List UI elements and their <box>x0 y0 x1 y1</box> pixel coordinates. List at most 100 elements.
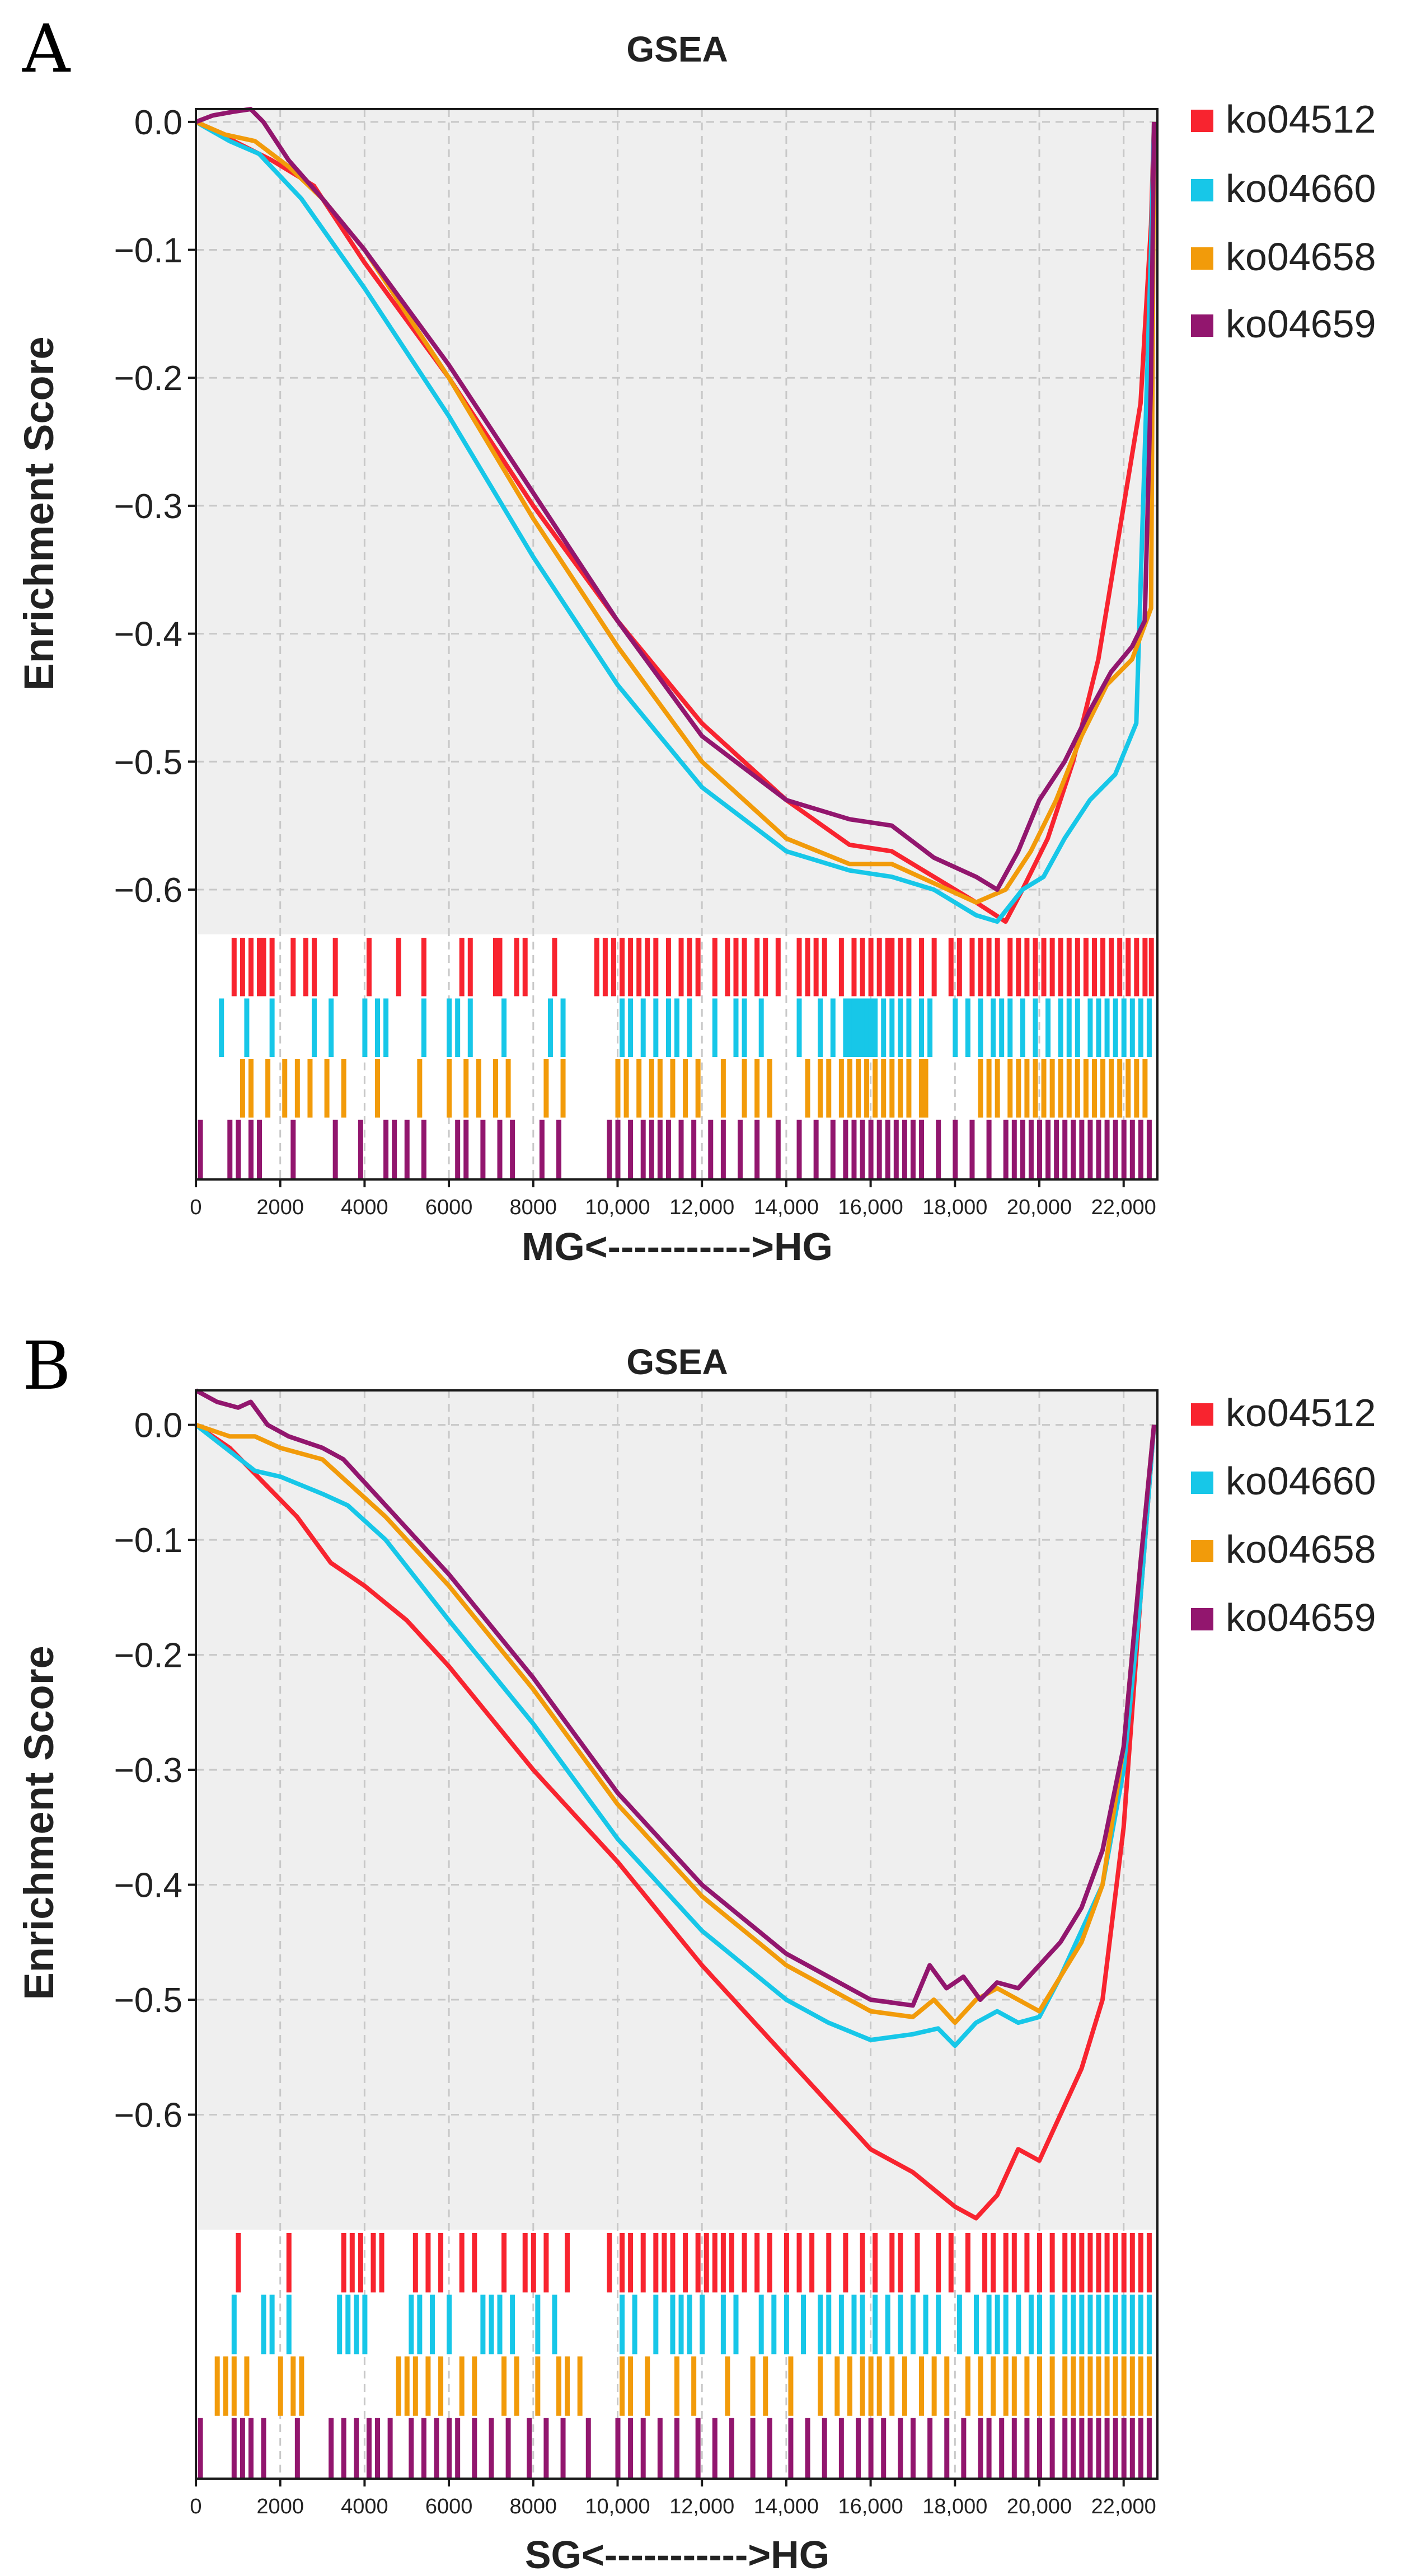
panel-a-hit-ko04512-7 <box>303 938 308 996</box>
panel-b-hit-ko04660-45 <box>995 2295 1000 2354</box>
panel-b-hit-ko04512-22 <box>662 2233 667 2293</box>
panel-a-hit-ko04658-48 <box>1024 1059 1030 1118</box>
panel-a-hit-ko04512-63 <box>1033 938 1038 996</box>
panel-a-hit-ko04660-60 <box>1129 998 1135 1057</box>
panel-a-hit-ko04512-75 <box>1134 938 1139 996</box>
panel-b-hit-ko04512-58 <box>1104 2233 1110 2293</box>
panel-b-hit-ko04660-8 <box>409 2295 414 2354</box>
panel-a-hit-ko04658-8 <box>375 1059 381 1118</box>
panel-a-hit-ko04659-51 <box>1011 1120 1017 1178</box>
panel-a-hit-ko04512-35 <box>742 938 747 996</box>
panel-b-hit-ko04658-52 <box>1096 2356 1101 2416</box>
panel-a-hit-ko04512-10 <box>366 938 372 996</box>
panel-a-hit-ko04658-24 <box>695 1059 701 1118</box>
panel-a-hit-ko04658-33 <box>847 1059 852 1118</box>
panel-b-hit-ko04658-17 <box>556 2356 562 2416</box>
panel-a-hit-ko04512-16 <box>497 938 503 996</box>
panel-a-hit-ko04658-20 <box>649 1059 654 1118</box>
panel-a-hit-ko04660-22 <box>712 998 717 1057</box>
panel-b-hit-ko04660-50 <box>1049 2295 1055 2354</box>
panel-b-hit-ko04660-0 <box>231 2295 237 2354</box>
panel-a-hit-ko04660-31 <box>851 998 857 1057</box>
panel-b-legend-item-ko04659: ko04659 <box>1191 1596 1376 1639</box>
panel-b-hit-ko04658-15 <box>514 2356 519 2416</box>
panel-a-hit-ko04659-17 <box>539 1120 545 1178</box>
panel-b-hit-ko04512-9 <box>438 2233 444 2293</box>
panel-b-hit-ko04659-27 <box>657 2418 663 2478</box>
panel-b-hit-ko04660-15 <box>510 2295 515 2354</box>
panel-b-hit-ko04660-13 <box>489 2295 494 2354</box>
panel-a-hit-ko04660-13 <box>547 998 553 1057</box>
panel-b-hit-ko04658-16 <box>535 2356 541 2416</box>
panel-b-hit-ko04658-22 <box>645 2356 650 2416</box>
panel-a-hit-ko04659-5 <box>290 1120 296 1178</box>
panel-b-hit-ko04512-39 <box>873 2233 878 2293</box>
panel-b-hit-ko04512-19 <box>628 2233 634 2293</box>
panel-a-hit-ko04658-56 <box>1091 1059 1097 1118</box>
panel-b-hit-ko04659-18 <box>489 2418 494 2478</box>
panel-b-hit-ko04658-46 <box>1037 2356 1043 2416</box>
panel-a-plot-background <box>196 109 1157 934</box>
panel-a-hit-ko04512-67 <box>1066 938 1072 996</box>
panel-a-hit-ko04660-37 <box>881 998 887 1057</box>
panel-a-x-tick-label-10: 20,000 <box>1007 1196 1072 1219</box>
panel-a-x-tick-label-3: 6000 <box>425 1196 473 1219</box>
panel-a-legend-label-ko04512: ko04512 <box>1226 97 1376 141</box>
panel-b-hit-ko04660-54 <box>1087 2295 1093 2354</box>
panel-a-hit-ko04659-24 <box>657 1120 663 1178</box>
panel-b-hit-ko04659-28 <box>674 2418 679 2478</box>
panel-b-hit-ko04659-50 <box>1024 2418 1030 2478</box>
panel-b-hit-ko04659-32 <box>750 2418 756 2478</box>
panel-b-hit-ko04660-6 <box>354 2295 359 2354</box>
panel-a-hit-ko04659-55 <box>1045 1120 1051 1178</box>
panel-b-hit-ko04658-53 <box>1104 2356 1110 2416</box>
panel-a-hit-ko04658-57 <box>1100 1059 1106 1118</box>
panel-b-hit-ko04512-10 <box>459 2233 465 2293</box>
panel-a-hit-ko04658-54 <box>1075 1059 1080 1118</box>
panel-b-legend: ko04512 ko04660 ko04658 ko04659 <box>1191 1391 1376 1639</box>
panel-b-x-tick-label-9: 18,000 <box>922 2495 987 2518</box>
panel-a-hit-ko04658-7 <box>341 1059 346 1118</box>
panel-b-hit-ko04512-57 <box>1096 2233 1101 2293</box>
panel-b-hit-ko04658-58 <box>1146 2356 1152 2416</box>
panel-b-hit-ko04512-28 <box>720 2233 726 2293</box>
panel-b-hit-ko04659-46 <box>978 2418 983 2478</box>
panel-b-hit-ko04659-40 <box>881 2418 887 2478</box>
panel-b-hit-ko04659-29 <box>695 2418 701 2478</box>
panel-a-hit-ko04512-32 <box>712 938 717 996</box>
panel-a-hit-ko04660-57 <box>1104 998 1110 1057</box>
panel-a-hit-ko04660-30 <box>847 998 852 1057</box>
panel-a-hit-ko04659-23 <box>649 1120 654 1178</box>
panel-a-hit-ko04660-46 <box>991 998 996 1057</box>
panel-b-hit-ko04512-21 <box>653 2233 659 2293</box>
panel-a-hit-ko04659-41 <box>885 1120 890 1178</box>
panel-b-hit-ko04512-34 <box>796 2233 802 2293</box>
panel-b-x-tick-label-0: 0 <box>190 2495 201 2518</box>
panel-b-hit-ko04512-33 <box>784 2233 789 2293</box>
panel-a-x-axis-label: MG<----------->HG <box>522 1225 833 1268</box>
panel-a-y-tick-label-2: −0.2 <box>114 359 182 398</box>
panel-a-hit-ko04658-18 <box>623 1059 629 1118</box>
panel-b-hit-ko04659-17 <box>472 2418 477 2478</box>
panel-b-hit-ko04659-56 <box>1087 2418 1093 2478</box>
panel-b-hit-ko04660-57 <box>1113 2295 1118 2354</box>
panel-b-hit-ko04659-24 <box>615 2418 621 2478</box>
panel-b-hit-ko04659-37 <box>838 2418 844 2478</box>
panel-a-hit-ko04658-9 <box>417 1059 423 1118</box>
panel-b-hit-ko04512-5 <box>371 2233 376 2293</box>
panel-b-hit-ko04512-17 <box>607 2233 612 2293</box>
panel-a-hit-ko04658-0 <box>240 1059 245 1118</box>
panel-a-hit-ko04658-13 <box>493 1059 498 1118</box>
panel-a-hit-ko04512-8 <box>311 938 317 996</box>
panel-a-hit-ko04512-53 <box>931 938 937 996</box>
panel-a-hit-ko04512-37 <box>763 938 768 996</box>
panel-a-hit-ko04658-37 <box>881 1059 887 1118</box>
panel-b-hit-ko04660-51 <box>1062 2295 1068 2354</box>
panel-a-legend-item-ko04512: ko04512 <box>1191 97 1376 141</box>
panel-a-hit-ko04512-40 <box>805 938 810 996</box>
panel-b-hit-ko04659-1 <box>231 2418 237 2478</box>
panel-a-hit-ko04512-62 <box>1024 938 1030 996</box>
panel-a-hit-ko04660-2 <box>269 998 275 1057</box>
panel-a-hit-ko04659-22 <box>640 1120 646 1178</box>
panel-a-hit-ko04659-45 <box>919 1120 925 1178</box>
